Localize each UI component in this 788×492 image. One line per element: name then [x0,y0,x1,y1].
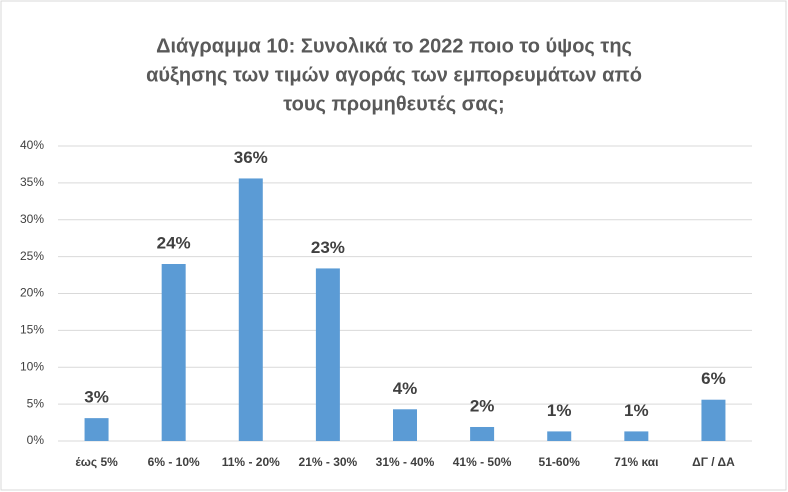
y-tick-label: 30% [20,212,44,226]
value-label: 6% [701,369,726,388]
x-tick-label: 6% - 10% [148,455,200,469]
y-tick-label: 20% [20,286,44,300]
x-tick-label: 11% - 20% [222,455,280,469]
y-tick-label: 10% [20,359,44,373]
value-label: 4% [393,379,418,398]
y-tick-label: 5% [27,396,45,410]
chart-title: αύξησης των τιμών αγοράς των εμπορευμάτω… [146,64,642,86]
chart-title: Διάγραμμα 10: Συνολικά το 2022 ποιο το ύ… [156,35,632,57]
bar [701,399,726,441]
x-tick-label: 21% - 30% [299,455,358,469]
x-tick-label: 41% - 50% [453,455,512,469]
value-label: 36% [234,148,268,167]
value-label: 24% [157,233,191,252]
bar [393,409,417,441]
y-tick-label: 0% [27,433,45,447]
bar [238,178,263,441]
value-label: 2% [470,396,495,415]
bar [84,418,109,441]
y-tick-label: 15% [20,323,44,337]
value-label: 3% [84,388,109,407]
x-tick-label: 71% και [614,455,658,469]
bar [547,431,572,441]
x-tick-label: έως 5% [75,455,118,469]
x-tick-label: 51-60% [539,455,581,469]
bar [470,426,495,441]
x-tick-label: 31% - 40% [376,455,435,469]
chart-title: τους προμηθευτές σας; [283,93,504,115]
bar [161,264,186,441]
y-tick-label: 25% [20,249,44,263]
value-label: 1% [547,401,572,420]
y-tick-label: 35% [20,175,44,189]
y-tick-label: 40% [20,138,44,152]
value-label: 1% [624,401,649,420]
x-tick-label: ΔΓ / ΔΑ [692,455,735,469]
bar [315,268,340,441]
value-label: 23% [311,238,345,257]
bar [624,431,649,441]
